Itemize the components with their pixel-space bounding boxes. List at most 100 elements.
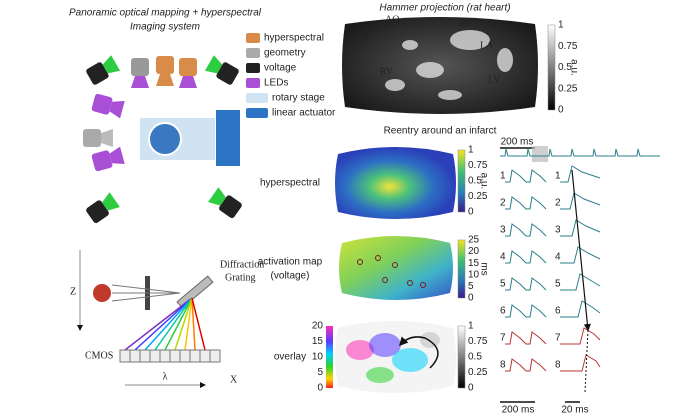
dispersed-ray (191, 297, 196, 351)
panel-title: Imaging system (130, 22, 200, 33)
sensor-pixel (119, 349, 131, 363)
colorbar-tick: 0.5 (558, 62, 572, 73)
trace (505, 277, 547, 291)
overlay-blob (346, 340, 374, 360)
region-label: AO (385, 14, 399, 25)
colorbar-tick: 1 (468, 321, 474, 332)
colorbar-tick: 10 (312, 352, 324, 363)
camera (179, 58, 197, 88)
region-label: LA (480, 40, 494, 51)
section-title: Reentry around an infarct (384, 126, 497, 137)
camera-lens (102, 192, 120, 211)
colorbar-tick: 5 (468, 281, 474, 292)
sensor-label: CMOS (85, 350, 113, 361)
camera-body (91, 150, 113, 172)
propagation-arrow (584, 329, 589, 393)
colorbar-tick: 20 (312, 321, 324, 332)
camera (83, 129, 113, 147)
camera-body (86, 62, 109, 85)
colorbar-tick: 0 (558, 105, 564, 116)
sensor-pixel (209, 349, 221, 363)
site-marker (420, 282, 426, 288)
trace-index: 5 (500, 279, 506, 290)
colorbar-tick: 0.5 (468, 176, 482, 187)
legend-swatch (246, 63, 260, 73)
colorbar-tick: 10 (468, 269, 480, 280)
bright-region (385, 79, 405, 91)
trace (505, 223, 547, 237)
heart (148, 122, 182, 156)
colorbar (457, 325, 466, 389)
trace-index: 8 (500, 360, 506, 371)
heart (93, 284, 111, 302)
map-label: (voltage) (271, 271, 310, 282)
overlay-blob (366, 367, 394, 383)
trace-index: 1 (500, 171, 506, 182)
colorbar-tick: 0 (317, 383, 323, 394)
legend-label: hyperspectral (264, 33, 324, 44)
map-label: hyperspectral (260, 178, 320, 189)
camera-lens (109, 146, 125, 165)
camera (86, 55, 121, 85)
trace (505, 169, 547, 183)
overlay-blob (420, 332, 440, 348)
dispersed-ray (154, 297, 193, 351)
sensor-pixel (179, 349, 191, 363)
bright-region (497, 48, 513, 72)
dispersed-ray (124, 297, 193, 351)
colorbar-tick: 0.25 (558, 83, 578, 94)
camera (208, 187, 242, 219)
legend-label: LEDs (264, 78, 288, 89)
overlay-blob (369, 333, 401, 357)
region-label: RA (356, 32, 371, 43)
camera-lens (179, 76, 197, 88)
camera-lens (156, 74, 174, 86)
scale-label: 200 ms (501, 137, 534, 148)
axis-label: Z (70, 286, 76, 297)
grating-label: Diffraction (220, 259, 264, 270)
camera-lens (102, 55, 121, 74)
camera (86, 192, 120, 224)
colorbar-unit: a.u. (568, 59, 579, 76)
camera-lens (204, 55, 223, 74)
colorbar (457, 239, 466, 299)
axis-label: λ (163, 371, 168, 382)
legend-label: geometry (264, 48, 306, 59)
panel-title: Panoramic optical mapping + hyperspectra… (69, 8, 262, 19)
dispersed-ray (164, 297, 193, 351)
camera-body (219, 195, 242, 219)
trace-index: 8 (555, 360, 561, 371)
linear-actuator (216, 110, 240, 166)
site-marker (375, 255, 381, 261)
camera-body (91, 93, 113, 115)
legend-label: voltage (264, 63, 297, 74)
trace-index: 6 (555, 306, 561, 317)
colorbar-tick: 1 (558, 20, 564, 31)
colorbar-tick: 0 (468, 293, 474, 304)
map-label: overlay (274, 352, 306, 363)
region-label: PA (460, 18, 473, 29)
trace-index: 6 (500, 306, 506, 317)
trace (560, 327, 601, 345)
camera-body (216, 62, 239, 85)
grating (176, 275, 214, 309)
trace (505, 196, 547, 210)
trace-index: 7 (555, 333, 561, 344)
map-title: Hammer projection (rat heart) (379, 3, 510, 14)
colorbar-tick: 0 (468, 383, 474, 394)
scale-label: 20 ms (561, 405, 588, 416)
camera-body (156, 56, 174, 74)
sensor-pixel (189, 349, 201, 363)
bright-region (438, 90, 462, 100)
camera-lens (208, 187, 226, 206)
trace-index: 3 (500, 225, 506, 236)
colorbar (547, 24, 556, 111)
camera (156, 56, 174, 86)
colorbar-tick: 15 (312, 336, 324, 347)
dispersed-ray (191, 297, 206, 351)
colorbar-tick: 25 (468, 235, 480, 246)
trace (560, 165, 601, 183)
camera (204, 55, 239, 85)
